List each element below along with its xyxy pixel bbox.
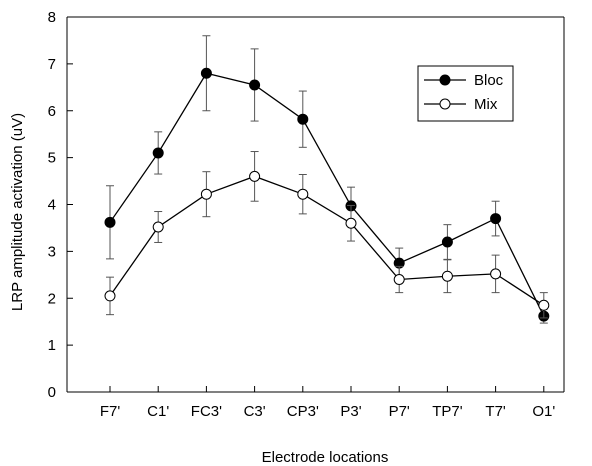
x-tick-label: CP3' bbox=[287, 403, 319, 420]
data-point bbox=[490, 213, 502, 225]
legend-box bbox=[417, 65, 514, 122]
legend-marker bbox=[439, 98, 451, 110]
data-point bbox=[441, 270, 453, 282]
data-point bbox=[538, 299, 550, 311]
data-point bbox=[345, 217, 357, 229]
series-mix bbox=[104, 151, 550, 319]
x-tick-label: F7' bbox=[100, 403, 121, 420]
series-line bbox=[109, 72, 545, 317]
x-tick-label: C3' bbox=[244, 403, 266, 420]
x-tick-label: TP7' bbox=[432, 403, 463, 420]
legend-label: Bloc bbox=[474, 72, 504, 89]
x-tick-label: FC3' bbox=[191, 403, 222, 420]
y-tick-label: 7 bbox=[48, 56, 56, 73]
y-tick-label: 8 bbox=[48, 9, 56, 26]
data-point bbox=[441, 236, 453, 248]
legend: Bloc Mix bbox=[417, 65, 514, 122]
data-point bbox=[297, 113, 309, 125]
y-tick-label: 5 bbox=[48, 150, 56, 167]
x-tick-label: T7' bbox=[485, 403, 506, 420]
y-axis-title: LRP amplitude activation (uV) bbox=[9, 113, 26, 311]
data-point bbox=[200, 67, 212, 79]
y-tick-label: 3 bbox=[48, 243, 56, 260]
y-tick-label: 4 bbox=[48, 197, 56, 214]
y-tick-label: 6 bbox=[48, 103, 56, 120]
axes: 0 1 2 3 4 5 6 7 8 F7' C1' FC3' C3' CP3' P3' P7' TP7' T7' O… bbox=[48, 9, 565, 420]
data-point bbox=[490, 268, 502, 280]
x-axis-title: Electrode locations bbox=[262, 449, 389, 466]
data-point bbox=[249, 170, 261, 182]
series-line bbox=[109, 175, 545, 306]
data-point bbox=[104, 290, 116, 302]
legend-label: Mix bbox=[474, 96, 498, 113]
x-tick-label: O1' bbox=[532, 403, 555, 420]
x-tick-label: P7' bbox=[389, 403, 410, 420]
data-point bbox=[297, 188, 309, 200]
data-point bbox=[152, 221, 164, 233]
legend-marker bbox=[439, 74, 451, 86]
x-tick-label: P3' bbox=[340, 403, 361, 420]
x-tick-label: C1' bbox=[147, 403, 169, 420]
data-point bbox=[249, 79, 261, 91]
plot-area bbox=[104, 35, 550, 324]
y-tick-label: 0 bbox=[48, 384, 56, 401]
series-bloc bbox=[104, 35, 550, 324]
data-point bbox=[104, 216, 116, 228]
data-point bbox=[200, 188, 212, 200]
data-point bbox=[152, 147, 164, 159]
y-tick-label: 1 bbox=[48, 337, 56, 354]
y-tick-label: 2 bbox=[48, 290, 56, 307]
data-point bbox=[393, 274, 405, 285]
